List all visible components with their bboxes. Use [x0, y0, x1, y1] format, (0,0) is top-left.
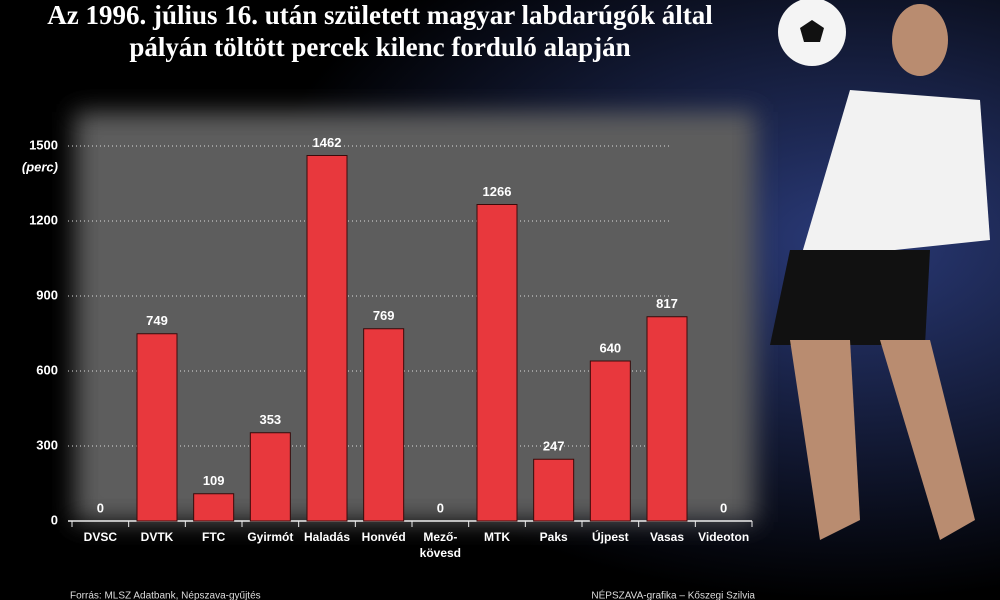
- source: Forrás: MLSZ Adatbank, Népszava-gyűjtés: [70, 591, 261, 600]
- y-tick-label: 900: [36, 287, 58, 302]
- y-tick-label: 300: [36, 437, 58, 452]
- bar: [363, 328, 405, 522]
- value-label: 640: [599, 340, 621, 355]
- shirt: [800, 90, 990, 260]
- y-tick-label: 0: [51, 512, 58, 527]
- y-axis-label: (perc): [22, 159, 58, 174]
- value-label: 247: [543, 439, 565, 454]
- x-tick-label: FTC: [202, 530, 226, 544]
- x-tick-label: DVTK: [141, 530, 174, 544]
- x-tick-label: Mező-kövesd: [420, 530, 461, 560]
- value-label: 1266: [483, 184, 512, 199]
- y-tick-label: 600: [36, 362, 58, 377]
- x-tick-label: Paks: [540, 530, 568, 544]
- y-tick-label: 1200: [29, 212, 58, 227]
- x-tick-label: Honvéd: [362, 530, 406, 544]
- x-tick-label: Újpest: [592, 529, 629, 544]
- head: [892, 4, 948, 76]
- bar: [193, 493, 235, 522]
- bar: [476, 204, 518, 522]
- value-label: 0: [720, 500, 727, 515]
- chart-title: Az 1996. július 16. után született magya…: [47, 0, 713, 62]
- shorts: [770, 250, 930, 345]
- value-label: 353: [259, 412, 281, 427]
- x-tick-label: MTK: [484, 530, 510, 544]
- x-tick-label: DVSC: [84, 530, 118, 544]
- ball-patch: [800, 20, 824, 42]
- value-label: 109: [203, 473, 225, 488]
- x-tick-label: Gyirmót: [247, 530, 293, 544]
- value-label: 0: [97, 500, 104, 515]
- bar: [646, 316, 688, 522]
- value-label: 817: [656, 296, 678, 311]
- bar: [136, 333, 178, 522]
- plot-area: [75, 112, 755, 522]
- x-tick-label: Videoton: [698, 530, 749, 544]
- player: [770, 0, 990, 540]
- value-label: 769: [373, 308, 395, 323]
- value-label: 749: [146, 313, 168, 328]
- credit: NÉPSZAVA-grafika – Kőszegi Szilvia: [591, 589, 755, 600]
- x-tick-label: Vasas: [650, 530, 684, 544]
- bar: [306, 155, 348, 522]
- bar: [589, 360, 631, 522]
- bar: [533, 458, 575, 522]
- value-label: 0: [437, 500, 444, 515]
- bar: [249, 432, 291, 522]
- x-tick-label: Haladás: [304, 530, 350, 544]
- value-label: 1462: [313, 135, 342, 150]
- leg: [790, 340, 860, 540]
- y-tick-label: 1500: [29, 137, 58, 152]
- leg: [880, 340, 975, 540]
